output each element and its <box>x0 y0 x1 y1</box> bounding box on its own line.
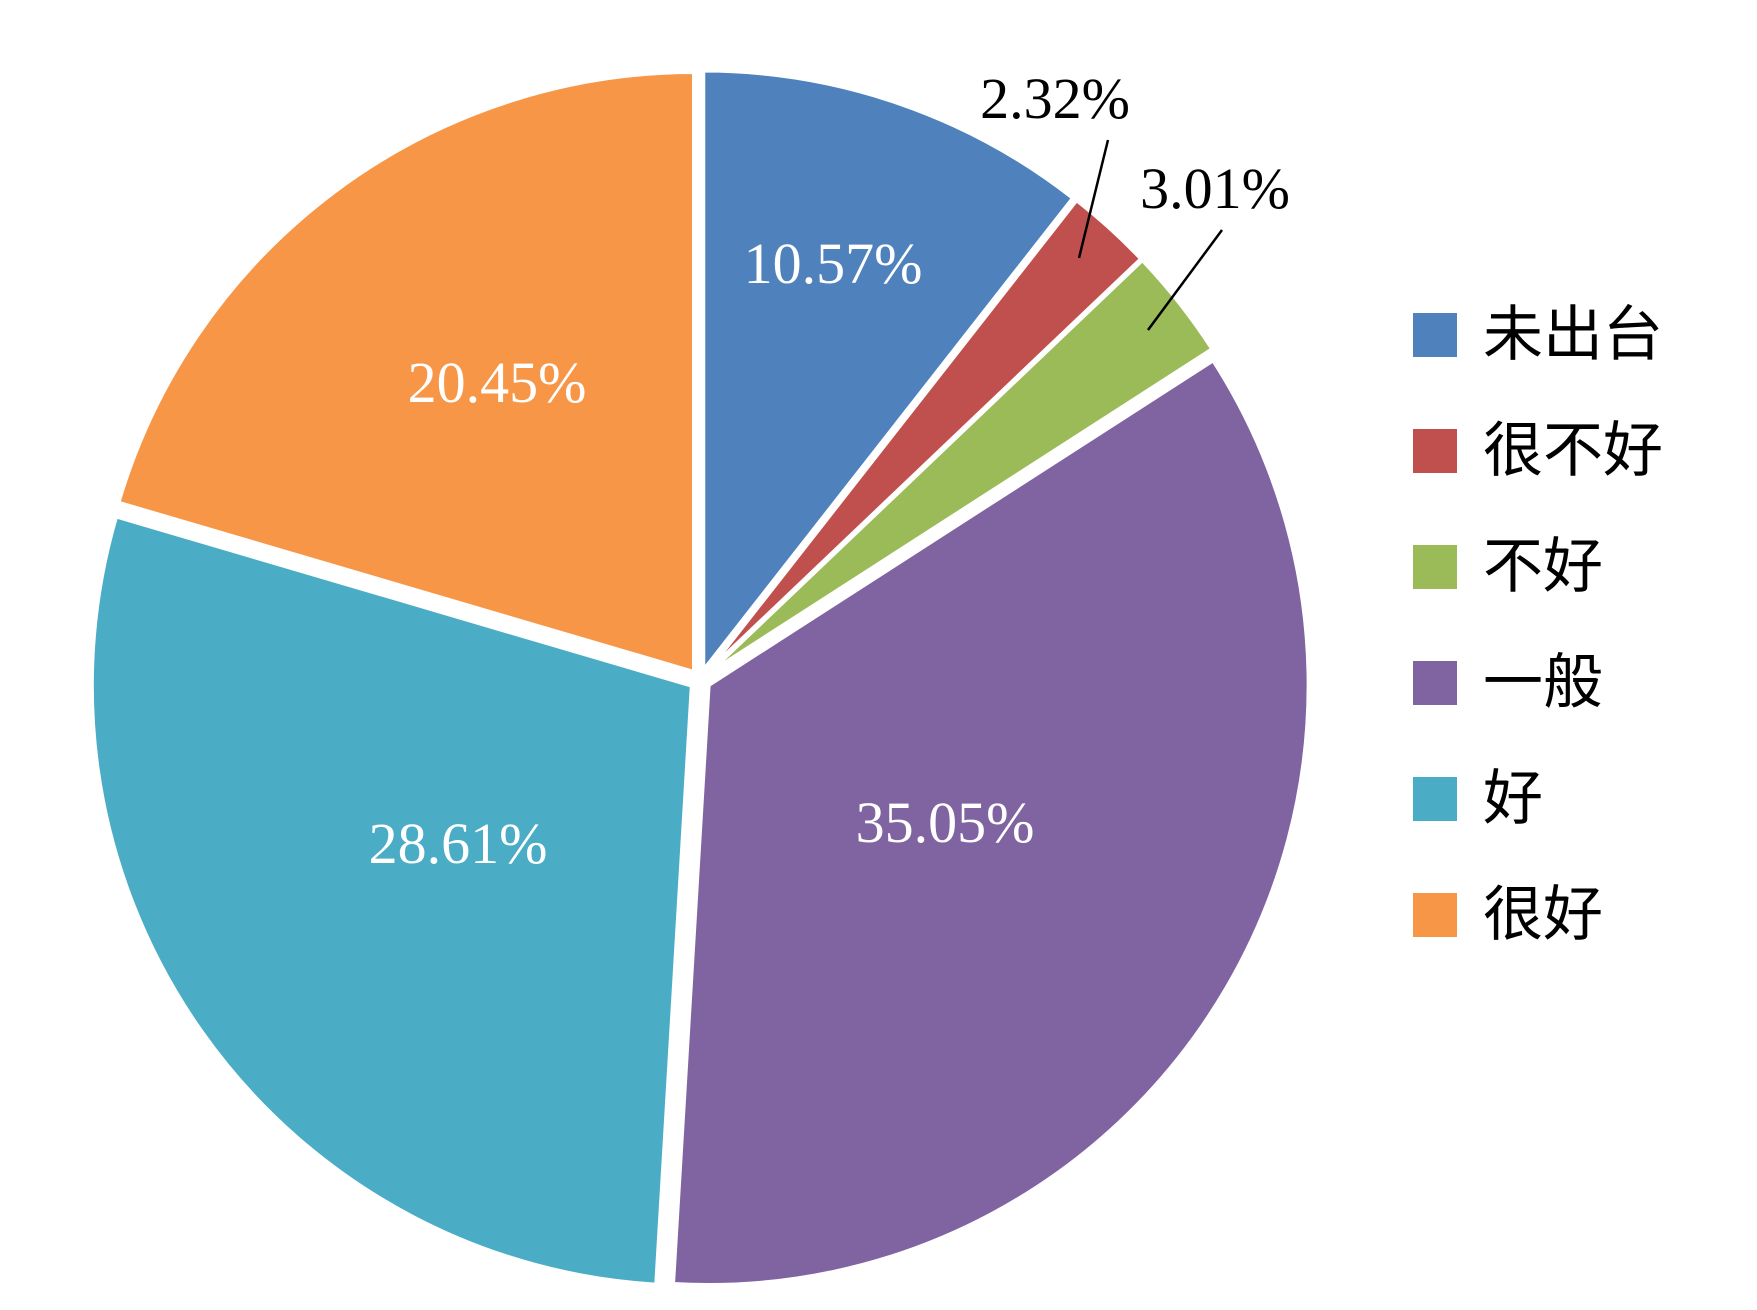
data-label-slice-5: 28.61% <box>369 811 548 876</box>
legend-entry-4: 一般 <box>1413 648 1603 718</box>
legend-swatch-3 <box>1413 545 1457 589</box>
legend-label-6: 很好 <box>1483 880 1603 950</box>
legend-entry-5: 好 <box>1413 764 1543 834</box>
legend-label-1: 未出台 <box>1483 300 1663 370</box>
legend-entry-3: 不好 <box>1413 532 1603 602</box>
legend-entry-1: 未出台 <box>1413 300 1663 370</box>
slice-labels: 10.57% 2.32%3.01% 35.05% 28.61% 20.45% <box>369 66 1290 876</box>
legend-swatch-1 <box>1413 313 1457 357</box>
data-label-slice-1: 10.57% <box>744 231 923 296</box>
callout-leader-lines <box>1077 139 1224 331</box>
pie-slices <box>89 68 1311 1288</box>
pie-slice-1 <box>701 68 1076 677</box>
legend-label-4: 一般 <box>1483 648 1603 718</box>
legend-swatch-2 <box>1413 429 1457 473</box>
data-label-slice-2: 2.32% <box>980 66 1130 131</box>
legend-entry-6: 很好 <box>1413 880 1603 950</box>
leader-line-slice-3 <box>1146 229 1224 331</box>
data-label-slice-3: 3.01% <box>1140 156 1290 221</box>
legend-label-5: 好 <box>1483 764 1543 834</box>
leader-line-slice-2 <box>1077 139 1110 259</box>
pie-slice-6 <box>115 69 697 675</box>
legend-label-3: 不好 <box>1483 532 1603 602</box>
data-label-slice-6: 20.45% <box>408 350 587 415</box>
legend-swatch-4 <box>1413 661 1457 705</box>
pie-slice-5 <box>89 513 694 1287</box>
legend-swatch-6 <box>1413 893 1457 937</box>
data-label-slice-4: 35.05% <box>856 790 1035 855</box>
pie-slice-3 <box>706 257 1216 676</box>
pie-slice-4 <box>670 357 1311 1288</box>
legend-label-2: 很不好 <box>1483 416 1663 486</box>
legend-entry-2: 很不好 <box>1413 416 1663 486</box>
legend-swatch-5 <box>1413 777 1457 821</box>
